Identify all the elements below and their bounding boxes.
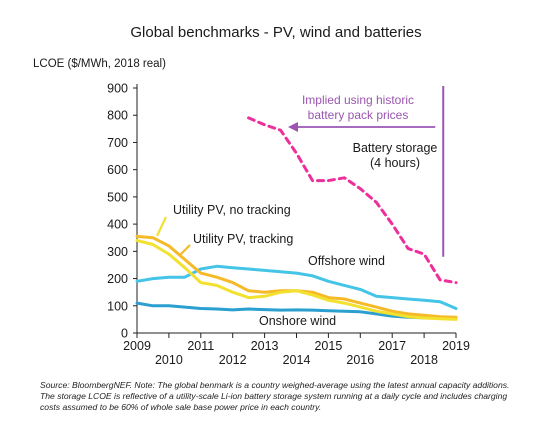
- implied-arrow-head: [288, 122, 298, 132]
- leader-utility-pv-no-tracking: [156, 216, 167, 237]
- chart-title: Global benchmarks - PV, wind and batteri…: [130, 24, 421, 41]
- series-line-1: [135, 238, 458, 321]
- y-tick-label: 0: [121, 327, 128, 341]
- y-tick-label: 600: [107, 163, 128, 177]
- series-labels: Battery storage(4 hours) Utility PV, no t…: [156, 141, 438, 328]
- y-tick-label: 700: [107, 136, 128, 150]
- y-axis-label: LCOE ($/MWh, 2018 real): [33, 58, 166, 70]
- note-text: Note: The global benmark is a country we…: [40, 380, 510, 412]
- y-tick-label: 500: [107, 190, 128, 204]
- x-tick-label: 2015: [314, 339, 342, 353]
- label-utility-pv-no-tracking: Utility PV, no tracking: [173, 203, 291, 217]
- label-offshore-wind: Offshore wind: [308, 254, 385, 268]
- series-lines: [135, 116, 458, 321]
- y-tick-label: 400: [107, 218, 128, 232]
- implied-text-line1: Implied using historic: [302, 93, 414, 107]
- lcoe-chart: Global benchmarks - PV, wind and batteri…: [33, 24, 470, 368]
- source-note: Source: BloombergNEF. Note: The global b…: [40, 380, 520, 413]
- x-tick-label: 2011: [187, 339, 214, 353]
- label-utility-pv-tracking: Utility PV, tracking: [193, 232, 293, 246]
- axes: 0 100 200 300 400 500 600 700 800 900 2009 2010 2011…: [107, 82, 470, 368]
- x-tick-label: 2013: [251, 339, 279, 353]
- x-tick-label: 2018: [410, 353, 438, 367]
- x-tick-label: 2009: [123, 339, 151, 353]
- y-tick-label: 300: [107, 245, 128, 259]
- label-onshore-wind: Onshore wind: [259, 314, 336, 328]
- x-tick-label: 2010: [155, 353, 183, 367]
- leader-utility-pv-tracking: [179, 244, 191, 256]
- y-tick-label: 900: [107, 82, 128, 96]
- label-battery-storage-line2: (4 hours): [370, 156, 420, 170]
- y-tick-label: 200: [107, 272, 128, 286]
- x-tick-label: 2017: [378, 339, 406, 353]
- series-line-3: [135, 264, 458, 310]
- label-battery-storage-line1: Battery storage: [353, 141, 438, 155]
- y-tick-label: 800: [107, 109, 128, 123]
- implied-text-line2: battery pack prices: [308, 108, 409, 122]
- x-tick-label: 2016: [346, 353, 374, 367]
- y-tick-label: 100: [107, 299, 128, 313]
- series-line-0: [247, 116, 458, 285]
- x-tick-label: 2019: [442, 339, 470, 353]
- x-tick-label: 2014: [283, 353, 311, 367]
- source-label: Source: BloombergNEF.: [40, 380, 133, 390]
- x-tick-label: 2012: [219, 353, 247, 367]
